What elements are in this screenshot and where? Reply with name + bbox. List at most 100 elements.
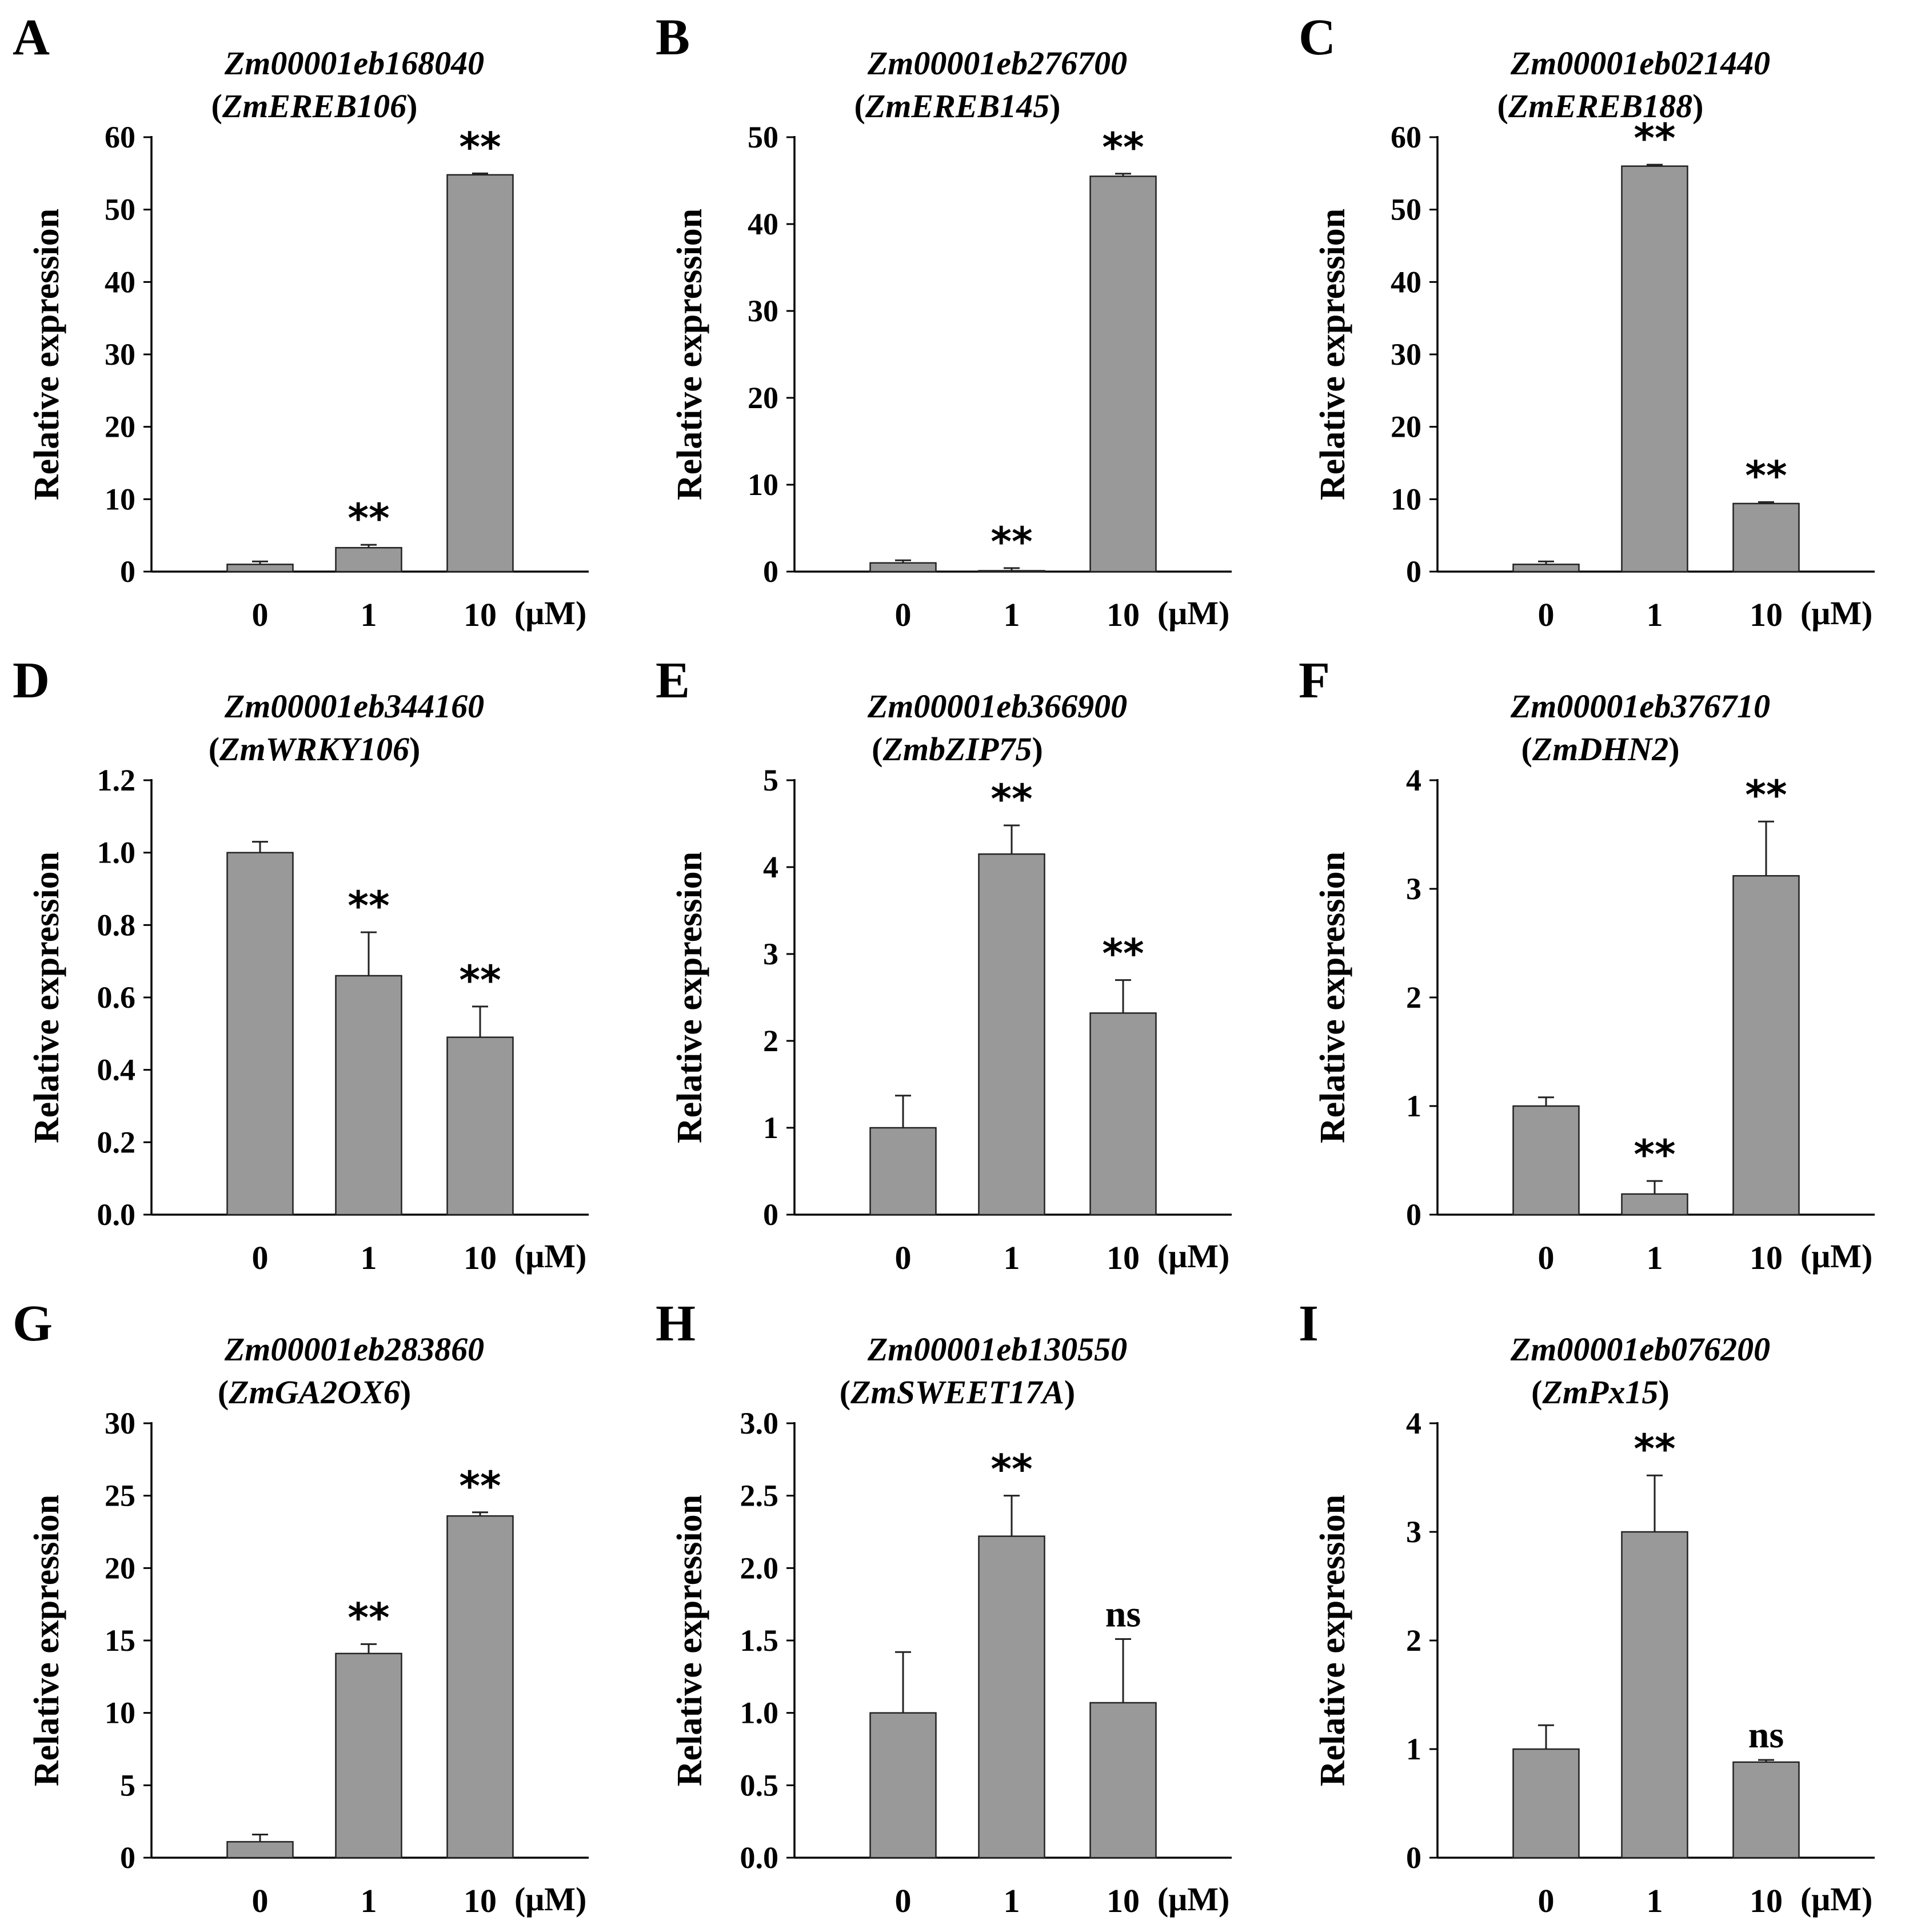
gene-name-subtitle: (ZmWRKY106) bbox=[209, 731, 421, 768]
bar bbox=[335, 975, 402, 1216]
x-tick-label: 10 bbox=[1750, 596, 1783, 633]
y-tick-label: 0.8 bbox=[97, 908, 136, 942]
gene-name-subtitle: (ZmSWEET17A) bbox=[840, 1374, 1076, 1411]
y-tick-label: 10 bbox=[1391, 482, 1421, 516]
gene-name-subtitle: (ZmEREB188) bbox=[1497, 87, 1704, 125]
y-tick-label: 2.0 bbox=[740, 1551, 779, 1585]
x-tick-label: 0 bbox=[895, 596, 912, 633]
x-unit-label: (μM) bbox=[514, 594, 586, 632]
significance-label: ** bbox=[991, 518, 1032, 565]
y-tick-label: 30 bbox=[105, 337, 135, 372]
x-tick-label: 1 bbox=[1004, 1882, 1020, 1919]
bar bbox=[1621, 1193, 1688, 1216]
significance-label: ns bbox=[1105, 1593, 1141, 1635]
panel-a: A Zm00001eb168040 (ZmEREB106) Relative expr… bbox=[13, 9, 589, 633]
gene-name-subtitle: (ZmEREB106) bbox=[211, 87, 418, 125]
x-tick-label: 1 bbox=[1004, 1239, 1020, 1276]
y-tick-label: 2 bbox=[1406, 980, 1421, 1015]
bar bbox=[978, 853, 1045, 1216]
y-tick-label: 0.6 bbox=[97, 980, 136, 1015]
y-tick-label: 40 bbox=[748, 207, 778, 241]
y-tick-label: 2 bbox=[1406, 1623, 1421, 1658]
x-tick-label: 0 bbox=[252, 1882, 269, 1919]
x-unit-label: (μM) bbox=[1157, 1881, 1229, 1918]
x-tick-label: 0 bbox=[1538, 596, 1555, 633]
bar bbox=[446, 1515, 514, 1859]
gene-id-title: Zm00001eb021440 bbox=[1510, 45, 1770, 82]
y-tick-label: 2.5 bbox=[740, 1479, 779, 1513]
y-tick-label: 1.2 bbox=[97, 763, 136, 797]
y-tick-label: 20 bbox=[1391, 410, 1421, 444]
panel-letter: G bbox=[13, 1295, 53, 1352]
y-tick-label: 0.4 bbox=[97, 1053, 136, 1087]
y-tick-label: 10 bbox=[748, 468, 778, 502]
gene-name-subtitle: (ZmbZIP75) bbox=[872, 731, 1043, 768]
y-axis-label: Relative expression bbox=[1313, 1495, 1352, 1786]
bar bbox=[1732, 1761, 1800, 1859]
bar bbox=[978, 1535, 1045, 1859]
x-tick-label: 10 bbox=[464, 596, 497, 633]
y-tick-label: 4 bbox=[1406, 763, 1421, 797]
x-tick-label: 0 bbox=[252, 1239, 269, 1276]
y-tick-label: 40 bbox=[1391, 265, 1421, 299]
y-axis-label: Relative expression bbox=[670, 852, 709, 1143]
x-tick-label: 1 bbox=[1647, 1882, 1663, 1919]
y-tick-label: 10 bbox=[105, 482, 135, 516]
significance-label: ns bbox=[1748, 1714, 1784, 1756]
panel-e: E Zm00001eb366900 (ZmbZIP75) Relative expre… bbox=[656, 652, 1232, 1276]
y-axis-label: Relative expression bbox=[670, 1495, 709, 1786]
bar bbox=[1732, 875, 1800, 1216]
panel-letter: H bbox=[656, 1295, 696, 1352]
panel-letter: B bbox=[656, 9, 690, 66]
x-tick-label: 0 bbox=[1538, 1882, 1555, 1919]
gene-id-title: Zm00001eb168040 bbox=[224, 45, 484, 82]
gene-name-subtitle: (ZmEREB145) bbox=[854, 87, 1061, 125]
panel-i: I Zm00001eb076200 (ZmPx15) Relative express… bbox=[1299, 1295, 1875, 1919]
panel-b: B Zm00001eb276700 (ZmEREB145) Relative expr… bbox=[656, 9, 1232, 633]
gene-id-title: Zm00001eb076200 bbox=[1510, 1331, 1770, 1368]
gene-id-title: Zm00001eb130550 bbox=[867, 1331, 1127, 1368]
y-tick-label: 1.0 bbox=[97, 836, 136, 870]
bar bbox=[446, 174, 514, 573]
significance-label: ** bbox=[1634, 1426, 1675, 1472]
y-tick-label: 10 bbox=[105, 1696, 135, 1730]
y-tick-label: 0 bbox=[763, 1197, 778, 1232]
panel-f: F Zm00001eb376710 (ZmDHN2) Relative express… bbox=[1299, 652, 1875, 1276]
x-tick-label: 0 bbox=[252, 596, 269, 633]
y-tick-label: 0.0 bbox=[97, 1197, 136, 1232]
bar bbox=[1732, 502, 1800, 573]
significance-label: ** bbox=[459, 1463, 501, 1510]
x-unit-label: (μM) bbox=[1157, 594, 1229, 632]
significance-label: ** bbox=[991, 1446, 1032, 1493]
x-tick-label: 10 bbox=[1750, 1239, 1783, 1276]
gene-id-title: Zm00001eb376710 bbox=[1510, 688, 1770, 725]
bar bbox=[226, 564, 294, 573]
significance-label: ** bbox=[1745, 772, 1787, 819]
y-tick-label: 50 bbox=[748, 120, 778, 154]
y-tick-label: 1 bbox=[763, 1111, 778, 1145]
y-tick-label: 3 bbox=[1406, 1515, 1421, 1549]
significance-label: ** bbox=[1102, 931, 1144, 977]
y-tick-label: 4 bbox=[763, 850, 778, 884]
y-tick-label: 0.5 bbox=[740, 1768, 779, 1802]
panel-c: C Zm00001eb021440 (ZmEREB188) Relative expr… bbox=[1299, 9, 1875, 633]
x-tick-label: 10 bbox=[1107, 1882, 1140, 1919]
panel-letter: F bbox=[1299, 652, 1330, 709]
gene-name-subtitle: (ZmPx15) bbox=[1531, 1374, 1670, 1411]
y-tick-label: 25 bbox=[105, 1479, 135, 1513]
y-axis-label: Relative expression bbox=[27, 852, 66, 1143]
y-axis-label: Relative expression bbox=[27, 1495, 66, 1786]
y-axis-label: Relative expression bbox=[27, 209, 66, 500]
y-tick-label: 50 bbox=[1391, 193, 1421, 227]
x-tick-label: 1 bbox=[361, 1239, 377, 1276]
y-tick-label: 30 bbox=[105, 1406, 135, 1440]
y-tick-label: 1.0 bbox=[740, 1696, 779, 1730]
y-axis-label: Relative expression bbox=[1313, 209, 1352, 500]
significance-label: ** bbox=[1634, 1131, 1675, 1178]
panel-letter: I bbox=[1299, 1295, 1319, 1352]
y-tick-label: 15 bbox=[105, 1623, 135, 1658]
x-tick-label: 1 bbox=[361, 1882, 377, 1919]
x-tick-label: 10 bbox=[1750, 1882, 1783, 1919]
y-tick-label: 0.2 bbox=[97, 1125, 136, 1159]
